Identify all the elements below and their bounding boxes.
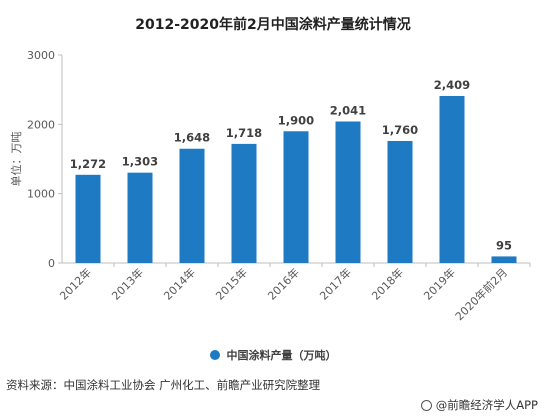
brand-text: @前瞻经济学人APP xyxy=(435,398,538,412)
data-label: 1,272 xyxy=(70,157,106,171)
bar xyxy=(439,95,465,263)
chart-legend: 中国涂料产量（万吨） xyxy=(0,347,546,363)
bar-chart: 0 1000 2000 3000 单位：万吨 1,272 2012年 1,303 2013年 1… xyxy=(9,49,531,323)
bar xyxy=(335,121,361,264)
data-label: 1,303 xyxy=(122,155,158,169)
source-note: 资料来源：中国涂料工业协会 广州化工、前瞻产业研究院整理 xyxy=(6,378,321,392)
x-tick-label: 2020年前2月 xyxy=(452,265,510,323)
chart-bars xyxy=(75,95,517,264)
bar xyxy=(231,143,257,263)
data-label: 2,409 xyxy=(434,78,470,92)
x-tick-label: 2013年 xyxy=(109,265,146,302)
bar xyxy=(387,140,413,263)
x-tick-label: 2015年 xyxy=(213,265,250,302)
data-label: 1,648 xyxy=(174,131,210,145)
chart-title: 2012-2020年前2月中国涂料产量统计情况 xyxy=(135,17,411,33)
x-tick-label: 2018年 xyxy=(369,265,406,302)
x-tick-label: 2014年 xyxy=(161,265,198,302)
legend-swatch xyxy=(209,350,220,360)
y-tick-label: 2000 xyxy=(27,118,55,131)
y-tick-label: 1000 xyxy=(27,188,55,201)
data-label: 1,900 xyxy=(278,113,314,127)
brand-credit: @前瞻经济学人APP xyxy=(420,397,538,413)
legend-label: 中国涂料产量（万吨） xyxy=(226,349,337,362)
data-label: 2,041 xyxy=(330,103,366,117)
bar xyxy=(179,148,205,263)
data-label: 95 xyxy=(496,238,512,252)
bar xyxy=(491,256,517,263)
brand-logo-icon xyxy=(420,399,432,411)
data-label: 1,718 xyxy=(226,126,262,140)
x-tick-label: 2012年 xyxy=(57,265,94,302)
data-label: 1,760 xyxy=(382,123,418,137)
y-tick-label: 3000 xyxy=(27,49,55,62)
bar xyxy=(75,174,101,263)
x-tick-label: 2019年 xyxy=(421,265,458,302)
bar xyxy=(283,131,309,263)
x-tick-label: 2016年 xyxy=(265,265,302,302)
x-tick-label: 2017年 xyxy=(317,265,354,302)
y-tick-label: 0 xyxy=(48,257,55,270)
bar xyxy=(127,172,153,263)
y-axis-title: 单位：万吨 xyxy=(9,132,23,187)
